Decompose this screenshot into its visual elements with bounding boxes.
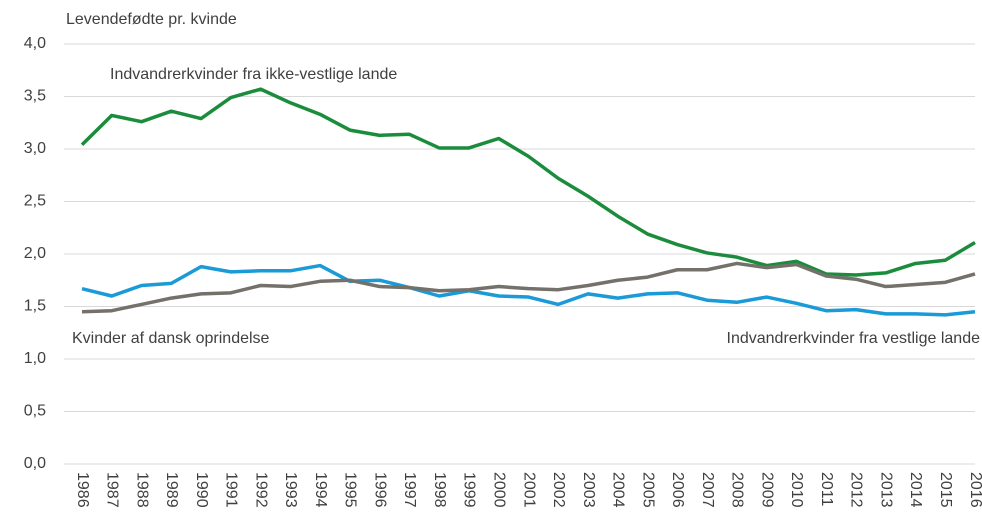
series-line <box>80 87 976 277</box>
x-tick-label: 1997 <box>401 472 418 508</box>
x-tick-label: 1991 <box>223 472 240 508</box>
x-tick-label: 1993 <box>282 472 299 508</box>
y-tick-label: 1,5 <box>24 298 46 315</box>
x-tick-label: 2001 <box>520 472 537 508</box>
x-tick-label: 2013 <box>877 472 894 508</box>
series-label: Kvinder af dansk oprindelse <box>72 330 270 347</box>
x-tick-label: 2006 <box>669 472 686 508</box>
x-tick-label: 2014 <box>907 472 924 508</box>
x-tick-label: 2007 <box>699 472 716 508</box>
x-tick-label: 2002 <box>550 472 567 508</box>
x-tick-label: 1996 <box>371 472 388 508</box>
series-label: Indvandrerkvinder fra ikke-vestlige land… <box>110 66 397 83</box>
x-tick-label: 2015 <box>937 472 954 508</box>
x-tick-label: 1988 <box>133 472 150 508</box>
y-tick-label: 0,0 <box>24 455 46 472</box>
y-tick-label: 0,5 <box>24 403 46 420</box>
x-tick-label: 2003 <box>580 472 597 508</box>
x-tick-label: 1992 <box>252 472 269 508</box>
x-tick-label: 2016 <box>967 472 982 508</box>
x-tick-label: 1989 <box>163 472 180 508</box>
x-tick-label: 2005 <box>639 472 656 508</box>
series-label: Indvandrerkvinder fra vestlige lande <box>727 330 981 347</box>
y-tick-label: 2,0 <box>24 245 46 262</box>
series-line <box>81 261 976 314</box>
x-tick-label: 1999 <box>461 472 478 508</box>
x-tick-label: 1990 <box>193 472 210 508</box>
x-tick-label: 1986 <box>74 472 91 508</box>
y-tick-label: 3,5 <box>24 88 46 105</box>
y-tick-label: 3,0 <box>24 140 46 157</box>
x-tick-label: 1994 <box>312 472 329 508</box>
y-tick-label: 2,5 <box>24 193 46 210</box>
x-tick-label: 2012 <box>848 472 865 508</box>
x-tick-label: 2008 <box>729 472 746 508</box>
x-tick-label: 1998 <box>431 472 448 508</box>
x-tick-label: 2009 <box>758 472 775 508</box>
series-line <box>81 263 976 317</box>
x-tick-label: 2010 <box>788 472 805 508</box>
x-tick-label: 1995 <box>342 472 359 508</box>
x-tick-label: 2004 <box>610 472 627 508</box>
y-tick-label: 4,0 <box>24 35 46 52</box>
x-tick-label: 1987 <box>104 472 121 508</box>
x-tick-label: 2011 <box>818 472 835 507</box>
y-tick-label: 1,0 <box>24 350 46 367</box>
x-tick-label: 2000 <box>490 472 507 508</box>
y-axis-title: Levendefødte pr. kvinde <box>66 11 237 28</box>
